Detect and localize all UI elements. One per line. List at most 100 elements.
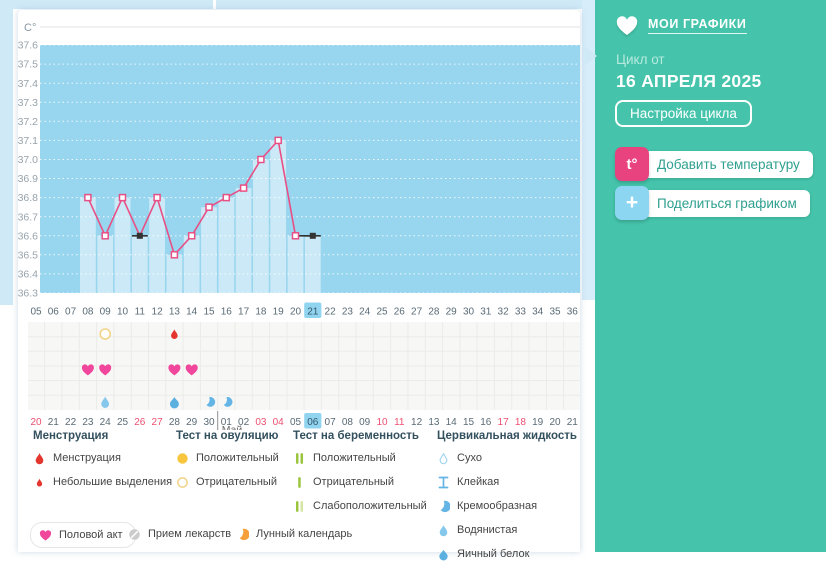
cycle-day-label: 33	[515, 307, 527, 318]
share-chart-button[interactable]: Поделиться графиком	[644, 189, 810, 217]
temp-point[interactable]	[239, 184, 248, 192]
calendar-date-label: 16	[480, 417, 492, 428]
circle-blue-filled-icon	[439, 548, 448, 560]
legend-item-label: Яичный белок	[457, 548, 530, 560]
calendar-date-label: 13	[428, 417, 440, 428]
cycle-day-label: 16	[221, 307, 233, 318]
temp-point[interactable]	[205, 203, 213, 211]
cycle-day-label: 11	[135, 307, 146, 318]
cycle-day-label: 20	[290, 307, 302, 318]
drop-red-small-icon	[171, 328, 178, 339]
calendar-date-label: 07	[325, 417, 337, 428]
legend-item-label: Сухо	[457, 452, 482, 464]
temp-point[interactable]	[222, 193, 231, 202]
cycle-day-label: 31	[480, 307, 492, 318]
cycle-day-label: 21	[307, 307, 319, 318]
calendar-date-label: 20	[549, 417, 561, 428]
plus-icon[interactable]: +	[615, 186, 649, 220]
legend-section-title: Тест на беременность	[293, 430, 419, 442]
legend-footer-item: Прием лекарств	[128, 522, 231, 546]
heart-icon	[616, 16, 638, 35]
bars-green-two-icon	[295, 452, 304, 464]
temp-bar	[114, 197, 131, 293]
cycle-day-label: 32	[498, 307, 510, 318]
legend-item: Слабоположительный	[293, 494, 427, 518]
circle-yellow-outline-icon	[177, 476, 188, 488]
calendar-date-label: 09	[359, 417, 371, 428]
temp-point[interactable]	[187, 232, 196, 240]
temp-bar	[97, 235, 114, 293]
calendar-date-label: 25	[117, 417, 129, 428]
legend-item-label: Клейкая	[457, 476, 500, 488]
drop-blue-light-icon	[101, 396, 110, 408]
y-tick: 36.7	[18, 211, 38, 223]
calendar-date-label: 22	[65, 417, 77, 428]
calendar-date-label: 08	[342, 417, 354, 428]
temp-point-black[interactable]	[136, 232, 143, 239]
cycle-day-label: 30	[463, 307, 475, 318]
crescent-blue-icon	[206, 397, 216, 407]
calendar-date-label: 30	[203, 417, 215, 428]
legend-item: Менструация	[33, 446, 172, 470]
temp-point[interactable]	[101, 232, 109, 240]
y-tick: 37.4	[18, 78, 38, 90]
cycle-settings-button[interactable]: Настройка цикла	[615, 100, 752, 127]
cycle-day-label: 06	[48, 307, 60, 318]
heart-pink-icon	[168, 364, 181, 376]
pill-gray-icon	[129, 528, 140, 540]
legend-item: Сухо	[437, 446, 577, 470]
legend-item: Яичный белок	[437, 542, 577, 566]
calendar-date-label: 14	[446, 417, 458, 428]
temp-point[interactable]	[118, 193, 127, 202]
y-tick: 36.3	[18, 288, 38, 300]
share-chart-row[interactable]: + Поделиться графиком	[615, 186, 810, 220]
calendar-date-label: 29	[186, 417, 198, 428]
circle-yellow-outline-icon	[99, 328, 111, 340]
cycle-day-label: 19	[273, 307, 285, 318]
calendar-date-label: 27	[152, 417, 164, 428]
legend-item: Отрицательный	[293, 470, 427, 494]
legend-footer-item: Половой акт	[30, 522, 136, 548]
y-tick: 37.0	[18, 154, 38, 166]
temp-point[interactable]	[274, 136, 282, 145]
add-temperature-button[interactable]: Добавить температуру	[644, 150, 813, 178]
add-temperature-row[interactable]: t° Добавить температуру	[615, 147, 813, 181]
temp-point[interactable]	[257, 155, 265, 164]
cycle-start-date: 16 АПРЕЛЯ 2025	[616, 71, 762, 91]
cycle-day-label: 09	[100, 307, 112, 318]
ibeam-blue-icon	[438, 476, 449, 488]
legend-item-label: Водянистая	[457, 524, 518, 536]
y-tick: 37.3	[18, 97, 38, 109]
panel-gap-strip	[582, 0, 596, 300]
temp-point[interactable]	[84, 193, 92, 202]
panel-collapse-arrow-icon[interactable]	[584, 46, 597, 66]
my-charts-link[interactable]: МОИ ГРАФИКИ	[648, 17, 747, 34]
heart-pink-icon	[185, 364, 198, 376]
calendar-date-label: 11	[394, 417, 405, 428]
drop-red-large-icon	[35, 452, 44, 464]
y-tick: 37.5	[18, 59, 38, 71]
sidebar-title-row[interactable]: МОИ ГРАФИКИ	[615, 14, 747, 36]
temperature-icon[interactable]: t°	[615, 147, 649, 181]
temp-point[interactable]	[153, 193, 161, 202]
calendar-date-label: 24	[100, 417, 112, 428]
legend-item-label: Отрицательный	[196, 476, 277, 488]
cycle-day-label: 23	[342, 307, 354, 318]
crescent-blue-icon	[440, 500, 450, 512]
temp-bar	[80, 197, 96, 293]
cycle-day-label: 12	[152, 307, 164, 318]
y-tick: 37.2	[18, 116, 38, 128]
y-tick: 37.1	[18, 135, 38, 147]
temp-point[interactable]	[291, 232, 300, 240]
chart-legend: Менструация Менструация Небольшие выделени…	[18, 430, 580, 560]
temp-point[interactable]	[170, 251, 179, 259]
bars-green-weak-icon	[295, 500, 304, 512]
temp-bar	[287, 235, 304, 293]
temp-bar	[201, 207, 217, 293]
crescent-blue-icon	[223, 397, 233, 407]
cycle-day-label: 24	[359, 307, 371, 318]
cycle-day-label: 28	[428, 307, 440, 318]
legend-section: Тест на беременность Положительный Отрицат…	[293, 430, 427, 518]
temp-point-black[interactable]	[309, 232, 316, 239]
legend-item: Отрицательный	[176, 470, 279, 494]
